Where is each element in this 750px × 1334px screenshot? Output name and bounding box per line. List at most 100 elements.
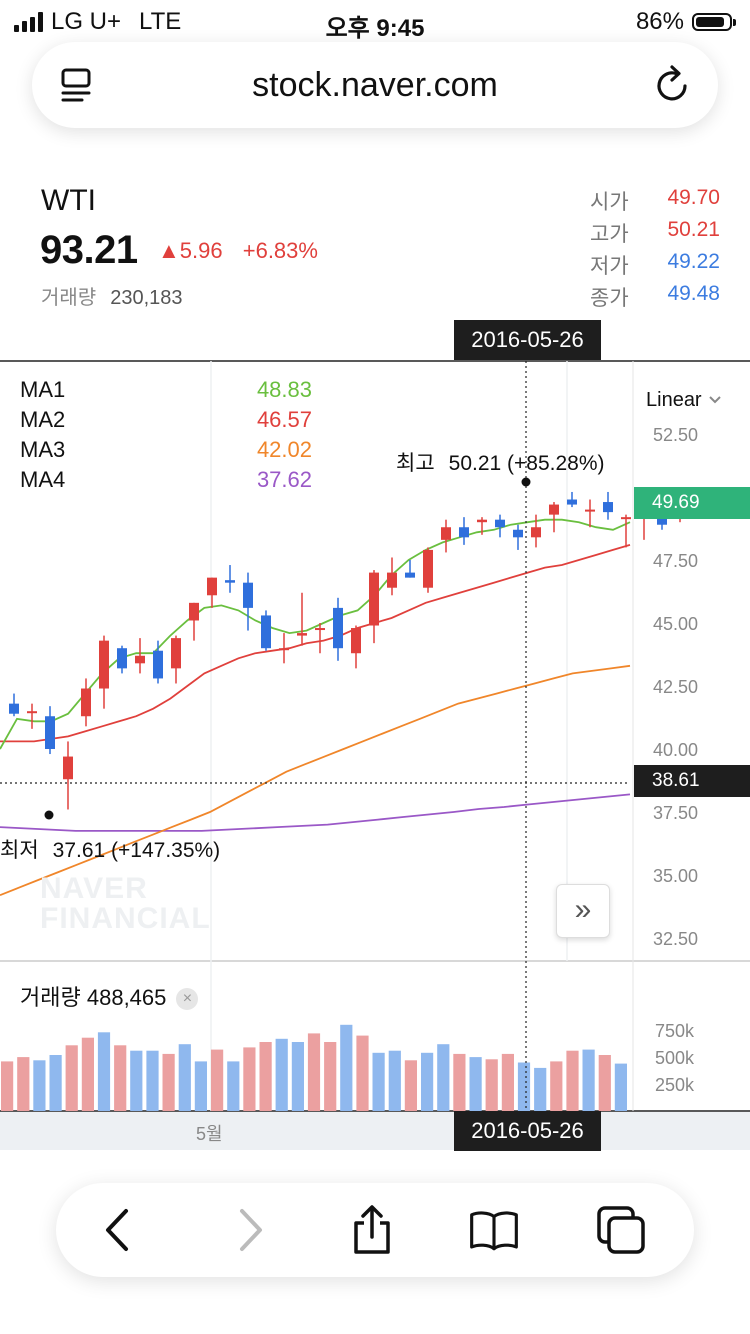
candle [459,527,469,538]
volume-bar [421,1052,434,1111]
low-annotation: 최저 37.61 (+147.35%) [0,839,221,862]
reload-icon[interactable] [654,64,692,104]
volume-bar [162,1053,175,1111]
scale-dropdown[interactable]: Linear [634,380,750,420]
candle [657,517,667,525]
volume-bar [259,1042,272,1111]
candle [9,703,19,714]
volume-bar [65,1045,78,1111]
candle [117,648,127,669]
candle [225,580,235,583]
y-tick-label: 52.50 [653,425,698,445]
candle [621,517,631,520]
status-bar: LG U+ LTE 오후 9:45 86% [0,0,750,42]
candle [441,527,451,540]
forward-icon[interactable] [224,1205,274,1255]
candle [495,519,505,528]
carrier-name: LG U+ [51,8,122,35]
volume-bar [307,1033,321,1111]
volume-bar [340,1024,353,1111]
naver-financial-watermark: NAVER FINANCIAL [40,872,211,935]
crosshair-date-top: 2016-05-26 [454,320,601,360]
ohlc-close: 종가 49.48 [590,282,720,310]
volume-bar [372,1052,385,1111]
candle [531,527,541,538]
scale-dropdown-label: Linear [646,388,702,411]
ohlc-table: 시가 49.70 고가 50.21 저가 49.22 종가 49.48 [590,186,720,314]
close-icon[interactable]: × [176,988,199,1010]
volume-bar [485,1059,498,1111]
battery-icon [692,13,736,31]
volume-bar [324,1042,337,1111]
candle [351,628,361,654]
volume-bar [566,1050,579,1111]
ma-row: MA1 48.83 [20,377,312,402]
address-bar[interactable]: stock.naver.com [32,42,718,128]
crosshair-price-tag: 38.61 [634,765,750,797]
volume-bar [227,1061,240,1111]
candle [27,711,37,714]
time-axis: 5월 [0,1112,750,1150]
ma-legend: MA1 48.83 MA2 46.57 MA3 42.02 MA4 37.62 [20,377,312,497]
candle [99,640,109,689]
y-tick-label: 45.00 [653,614,698,634]
signal-icon [14,12,43,32]
price-change: ▲5.96 +6.83% [158,238,318,264]
y-tick-label: 32.50 [653,929,698,949]
clock: 오후 9:45 [325,15,425,42]
candle [603,502,613,513]
candle [189,602,199,621]
menu-icon[interactable] [60,67,94,103]
volume-bar [469,1057,482,1111]
ohlc-high: 고가 50.21 [590,218,720,246]
y-tick-label: 40.00 [653,740,698,760]
crosshair-date-bottom: 2016-05-26 [454,1111,601,1151]
volume-bar [614,1063,627,1111]
volume-bar [517,1062,531,1111]
y-tick-label: 42.50 [653,677,698,697]
candle [153,650,163,679]
candle [513,529,523,538]
y-tick-label: 35.00 [653,866,698,886]
ma1-line [0,518,631,750]
expand-chart-button[interactable]: » [556,884,610,938]
browser-toolbar [56,1183,694,1277]
volume-bar [81,1037,94,1111]
candle [387,572,397,588]
network-type: LTE [139,8,182,35]
up-arrow-icon: ▲ [158,238,180,263]
candle [63,756,73,780]
volume-bar [97,1032,111,1111]
tabs-icon[interactable] [596,1205,646,1255]
candle [315,628,325,631]
candle [261,615,271,649]
volume-bar [598,1055,611,1111]
volume-bar [534,1067,547,1111]
volume-bar [453,1053,466,1111]
bookmarks-icon[interactable] [469,1205,519,1255]
candle [207,577,217,596]
ohlc-open: 시가 49.70 [590,186,720,214]
volume-bar [17,1057,30,1111]
volume-bar [388,1050,401,1111]
volume-bar [550,1061,563,1111]
candle [45,716,55,749]
volume-value: 230,183 [110,287,183,309]
candle [135,655,145,664]
candle [369,572,379,626]
volume-bar [146,1050,159,1111]
candle [279,648,289,651]
y-tick-label: 37.50 [653,803,698,823]
battery-percent: 86% [635,8,684,35]
share-icon[interactable] [347,1205,397,1255]
price-chart[interactable]: 52.50 47.50 45.00 42.50 40.00 37.50 35.00 32.50… [0,0,750,1150]
candle [423,549,433,588]
change-percent: +6.83% [242,238,318,263]
volume-bar [243,1047,256,1111]
ma-row: MA2 46.57 [20,407,312,432]
back-icon[interactable] [94,1205,144,1255]
volume-bar [33,1060,46,1111]
y-tick-label: 47.50 [653,551,698,571]
high-marker [521,477,531,487]
url-text[interactable]: stock.naver.com [252,66,498,104]
